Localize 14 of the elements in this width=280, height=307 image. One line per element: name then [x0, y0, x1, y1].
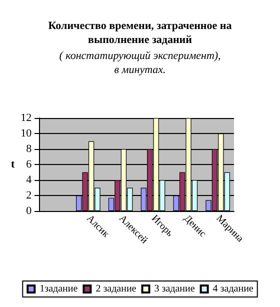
chart-subtitle: ( констатирующий эксперимент), в минутах.	[59, 50, 222, 76]
y-tick-label: 2	[26, 190, 32, 202]
chart-title: Количество времени, затраченное на выполнение заданий	[48, 20, 232, 46]
y-tick-label: 4	[26, 174, 32, 186]
y-tick-label: 6	[26, 158, 32, 170]
legend-label: 3 задание	[154, 284, 196, 294]
legend-label: 1задание	[40, 284, 78, 294]
y-tick-label: 8	[26, 143, 32, 155]
y-axis-title: t	[10, 158, 15, 170]
legend-label: 2 задание	[96, 284, 137, 294]
legend-label: 4 задание	[212, 284, 254, 294]
y-tick-label: 12	[20, 112, 32, 124]
y-tick-label: 10	[20, 128, 32, 140]
y-tick-label: 0	[26, 205, 32, 217]
